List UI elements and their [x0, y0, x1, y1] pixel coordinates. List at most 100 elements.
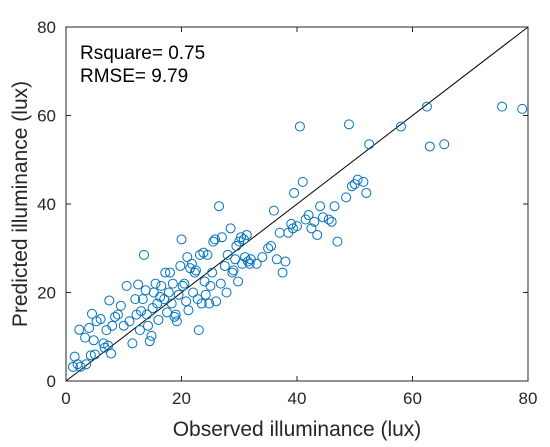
x-tick-label: 40: [288, 389, 307, 408]
data-point: [130, 294, 141, 305]
data-point: [179, 278, 190, 289]
data-point: [170, 309, 181, 320]
data-point: [421, 101, 432, 112]
data-point: [343, 119, 354, 130]
data-point: [257, 252, 268, 263]
data-point: [200, 289, 211, 300]
data-point: [241, 229, 252, 240]
data-point: [227, 267, 238, 278]
data-point: [133, 279, 144, 290]
data-point: [215, 278, 226, 289]
data-point: [315, 201, 326, 212]
data-point: [144, 336, 155, 347]
data-point: [211, 296, 222, 307]
data-point: [214, 201, 225, 212]
data-point: [395, 121, 406, 132]
data-point: [136, 306, 147, 317]
data-point: [361, 187, 372, 198]
data-point: [193, 325, 204, 336]
data-point: [166, 298, 177, 309]
data-point: [358, 176, 369, 187]
data-point: [277, 267, 288, 278]
data-point: [306, 223, 317, 234]
data-point: [74, 324, 85, 335]
data-point: [221, 287, 232, 298]
data-point: [294, 121, 305, 132]
data-point: [107, 320, 118, 331]
data-point: [194, 249, 205, 260]
axes: 0 20 40 60 80 0 20 40 60 80: [37, 18, 537, 408]
x-tick-label: 60: [403, 389, 422, 408]
y-tick-label: 40: [37, 195, 56, 214]
data-point: [222, 249, 233, 260]
data-point: [112, 309, 123, 320]
data-point: [364, 139, 375, 150]
data-point: [234, 236, 245, 247]
data-point: [286, 218, 297, 229]
data-point: [263, 243, 274, 254]
data-point: [230, 254, 241, 265]
data-point: [86, 308, 97, 319]
data-point: [352, 174, 363, 185]
data-point: [176, 234, 187, 245]
data-point: [121, 280, 132, 291]
reference-line: [65, 26, 529, 382]
plot-area: [65, 26, 529, 382]
data-point: [517, 103, 528, 114]
data-point: [312, 229, 323, 240]
x-axis-label: Observed illuminance (lux): [173, 418, 422, 441]
data-point: [332, 236, 343, 247]
data-point: [110, 311, 121, 322]
x-tick-label: 80: [519, 389, 538, 408]
data-point: [173, 289, 184, 300]
data-point: [69, 351, 80, 362]
data-point: [204, 298, 215, 309]
y-tick-label: 60: [37, 107, 56, 126]
data-point: [84, 322, 95, 333]
y-tick-label: 80: [37, 18, 56, 37]
data-point: [202, 249, 213, 260]
data-point: [183, 305, 194, 316]
data-point: [216, 232, 227, 243]
data-points: [67, 101, 528, 372]
data-point: [228, 265, 239, 276]
data-point: [152, 298, 163, 309]
y-tick-label: 0: [47, 372, 56, 391]
data-point: [137, 294, 148, 305]
data-point: [134, 325, 145, 336]
data-point: [309, 216, 320, 227]
data-point: [98, 338, 109, 349]
data-point: [85, 350, 96, 361]
rsquare-annotation: Rsquare= 0.75: [80, 43, 205, 64]
y-axis-label: Predicted illuminance (lux): [9, 81, 32, 327]
labels: Observed illuminance (lux) Predicted illu…: [9, 43, 421, 441]
y-tick-label: 20: [37, 284, 56, 303]
data-point: [182, 252, 193, 263]
data-point: [225, 223, 236, 234]
data-point: [329, 201, 340, 212]
data-point: [146, 330, 157, 341]
data-point: [175, 260, 186, 271]
data-point: [280, 256, 291, 267]
data-point: [167, 278, 178, 289]
data-point: [244, 258, 255, 269]
data-point: [346, 181, 357, 192]
data-point: [317, 212, 328, 223]
data-point: [106, 348, 117, 359]
data-point: [196, 298, 207, 309]
data-point: [289, 187, 300, 198]
data-point: [95, 314, 106, 325]
data-point: [292, 221, 302, 232]
data-point: [424, 141, 435, 152]
data-point: [153, 314, 164, 325]
data-point: [210, 234, 220, 245]
data-point: [497, 101, 508, 112]
data-point: [233, 276, 244, 287]
data-point: [205, 280, 216, 291]
data-point: [268, 205, 279, 216]
data-point: [150, 278, 161, 289]
data-point: [237, 258, 248, 269]
data-point: [163, 287, 174, 298]
data-point: [208, 236, 219, 247]
